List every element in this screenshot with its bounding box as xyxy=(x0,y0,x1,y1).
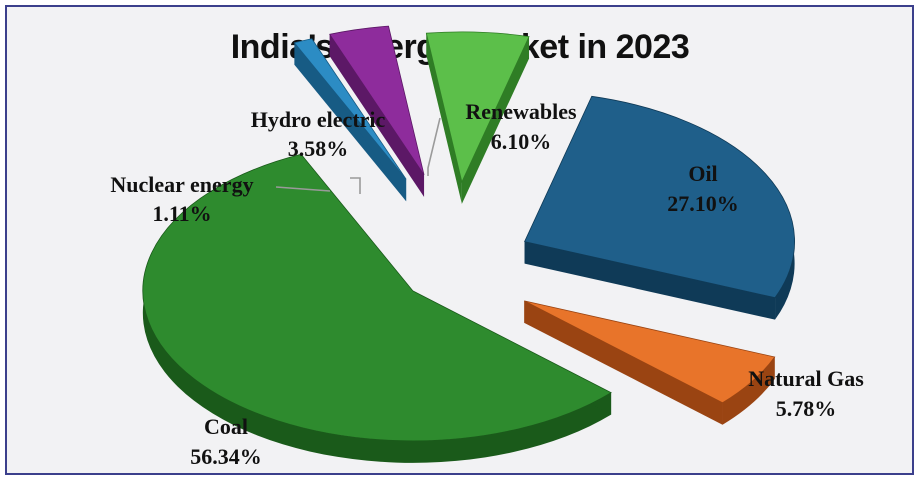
slice-hydro-electric xyxy=(329,25,425,197)
slice-coal xyxy=(142,153,612,463)
label-natural-gas-value: 5.78% xyxy=(776,396,837,421)
slice-renewables xyxy=(425,31,530,204)
label-renewables-value: 6.10% xyxy=(491,129,552,154)
label-oil-value: 27.10% xyxy=(667,191,739,216)
label-nuclear-name: Nuclear energy xyxy=(110,172,253,197)
label-nuclear-value: 1.11% xyxy=(152,201,211,226)
label-hydro-value: 3.58% xyxy=(288,136,349,161)
leader-nuclear xyxy=(275,186,331,192)
slice-top-face xyxy=(524,95,795,299)
slice-radial-face xyxy=(426,33,462,204)
label-coal-name: Coal xyxy=(204,414,248,439)
slice-radial-face xyxy=(461,36,530,204)
slice-top-face xyxy=(142,153,612,442)
slice-top-face xyxy=(425,31,530,184)
label-renewables-name: Renewables xyxy=(465,99,577,124)
slice-nuclear-energy xyxy=(293,38,407,202)
slice-top-face xyxy=(524,300,776,404)
slice-side-wall xyxy=(142,154,612,463)
leader-renewables xyxy=(427,117,441,176)
slice-top-face xyxy=(293,38,407,180)
label-hydro-name: Hydro electric xyxy=(251,107,386,132)
leader-hydro xyxy=(350,177,361,194)
label-oil-name: Oil xyxy=(688,161,717,186)
slice-radial-face xyxy=(329,34,425,197)
slice-radial-face xyxy=(294,42,407,202)
slice-natural-gas xyxy=(524,300,776,425)
label-natural-gas-name: Natural Gas xyxy=(748,366,864,391)
slice-top-face xyxy=(329,25,425,176)
slice-oil xyxy=(524,95,795,320)
label-coal-value: 56.34% xyxy=(190,444,262,469)
slice-radial-face xyxy=(524,241,776,320)
slice-radial-face xyxy=(524,300,723,425)
